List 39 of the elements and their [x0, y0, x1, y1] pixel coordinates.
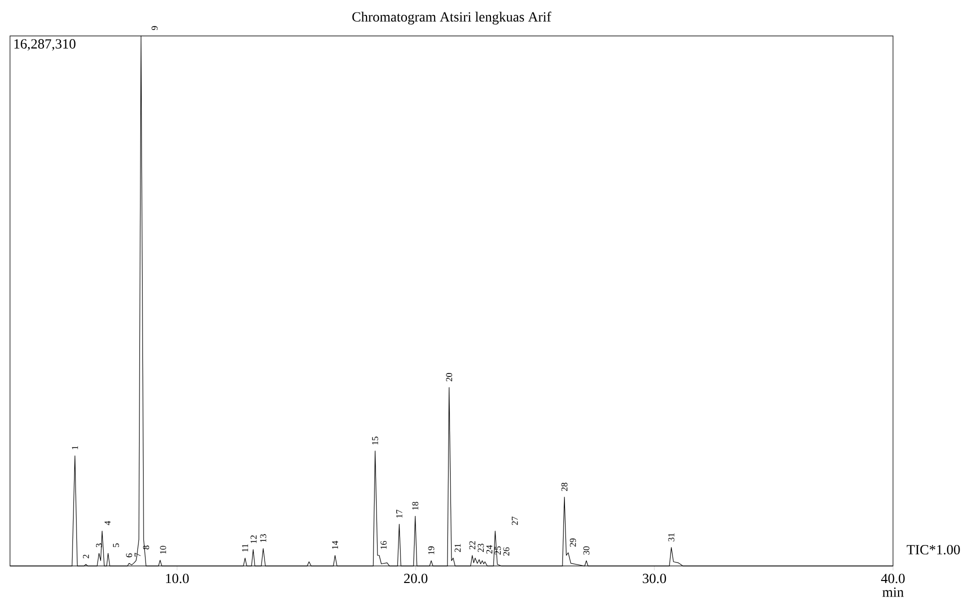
- annotation: 9: [152, 26, 158, 30]
- annotation: 30: [583, 546, 590, 555]
- annotation: 23: [478, 544, 484, 552]
- annotation: 7: [134, 552, 141, 557]
- annotation: 14: [332, 540, 338, 549]
- annotation: 16: [380, 540, 387, 549]
- annotation: 3: [96, 543, 102, 548]
- annotation: 21: [454, 544, 461, 552]
- annotation: 13: [260, 534, 266, 542]
- annotation: 28: [561, 482, 568, 491]
- annotation: 12: [250, 535, 257, 544]
- annotation: 31: [668, 533, 674, 542]
- annotation: 17: [396, 510, 402, 518]
- annotation: 19: [428, 546, 434, 554]
- annotation: 8: [143, 546, 150, 550]
- x-tick-label: 30.0: [642, 574, 666, 584]
- annotation: 29: [570, 538, 576, 547]
- x-tick-label: 20.0: [404, 574, 428, 584]
- annotation: 6: [126, 553, 132, 558]
- x-tick-label: 40.0: [881, 574, 905, 584]
- annotation: 24: [486, 545, 492, 554]
- annotation: 20: [446, 373, 452, 382]
- annotation: 25: [494, 546, 501, 555]
- annotation: 4: [104, 520, 110, 526]
- x-axis-title: min: [882, 588, 904, 597]
- annotation: 10: [160, 546, 166, 554]
- annotation: 27: [512, 516, 518, 525]
- annotation: 2: [82, 554, 89, 558]
- x-tick-label: 10.0: [166, 574, 189, 584]
- annotation: 5: [113, 543, 120, 548]
- annotation: 26: [503, 547, 510, 556]
- annotation: 22: [469, 541, 476, 550]
- annotation: 1: [72, 446, 78, 450]
- annotation: 18: [412, 502, 418, 510]
- annotation: 16,287,310: [14, 39, 76, 51]
- annotation: 11: [242, 544, 248, 552]
- chart-title: Chromatogram Atsiri lengkuas Arif: [352, 12, 552, 24]
- annotation: 15: [372, 436, 378, 444]
- text: TIC*1.00: [906, 544, 960, 554]
